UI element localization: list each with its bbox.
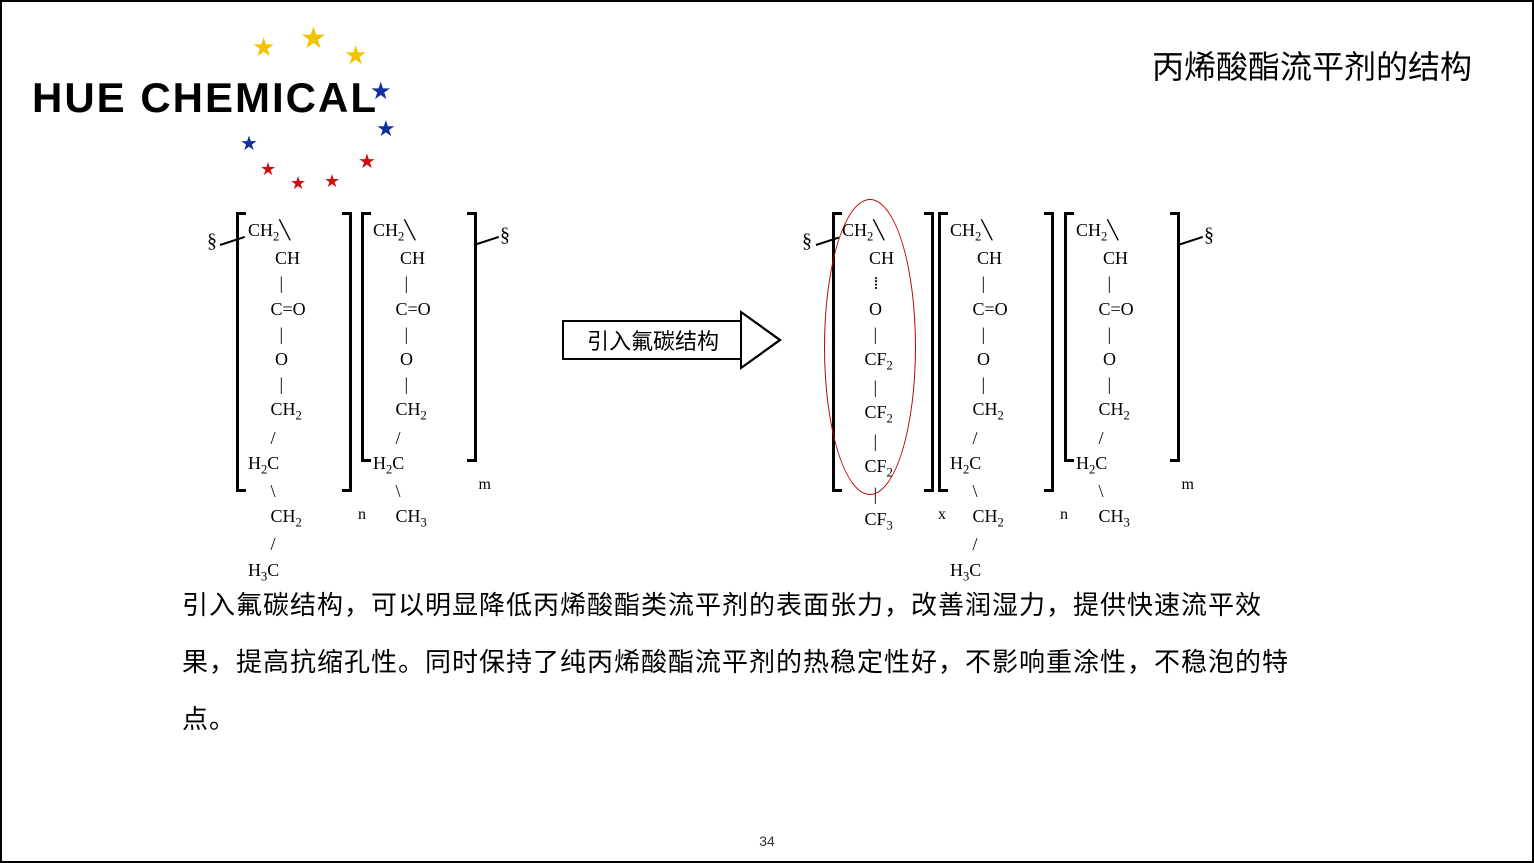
star-icon: ★	[344, 42, 367, 68]
bracket-left-icon	[832, 212, 842, 492]
star-icon: ★	[260, 160, 276, 178]
star-icon: ★	[252, 34, 275, 60]
page-number: 34	[2, 833, 1532, 849]
bracket-right-icon	[1044, 212, 1054, 492]
subscript: n	[358, 506, 366, 524]
bond-wavy-icon: §	[207, 230, 213, 253]
bracket-left-icon	[236, 212, 246, 492]
star-icon: ★	[240, 134, 258, 154]
bond-wavy-icon: §	[500, 224, 506, 247]
chem-chain: CH2╲ CH ⁞ O | CF2 | CF2 | CF2 | CF3	[842, 218, 894, 535]
bracket-right-icon	[342, 212, 352, 492]
star-icon: ★	[290, 174, 306, 192]
subscript: m	[479, 476, 491, 494]
polymer-unit-left-m: CH2╲ CH | C=O | O | CH2 / H2C \ CH3 m	[367, 212, 487, 472]
arrow-label: 引入氟碳结构	[562, 320, 742, 360]
polymer-unit-right-x: CH2╲ CH ⁞ O | CF2 | CF2 | CF2 | CF3 x	[838, 212, 936, 502]
chem-chain: CH2╲ CH | C=O | O | CH2 / H2C \ CH3	[1076, 218, 1134, 532]
subscript: x	[938, 506, 946, 524]
bond-wavy-icon: §	[802, 230, 808, 253]
star-icon: ★	[376, 118, 396, 140]
bracket-left-icon	[361, 212, 371, 462]
chem-chain: CH2╲ CH | C=O | O | CH2 / H2C \ CH2 / H3…	[248, 218, 306, 586]
subscript: m	[1182, 476, 1194, 494]
chem-chain: CH2╲ CH | C=O | O | CH2 / H2C \ CH2 / H3…	[950, 218, 1008, 586]
star-icon: ★	[324, 172, 340, 190]
polymer-unit-right-n: CH2╲ CH | C=O | O | CH2 / H2C \ CH2 / H3…	[944, 212, 1064, 502]
logo: HUE CHEMICAL ★★★★★★★★★★	[32, 22, 452, 202]
subscript: n	[1060, 506, 1068, 524]
polymer-unit-left-n: CH2╲ CH | C=O | O | CH2 / H2C \ CH2 / H3…	[242, 212, 362, 502]
body-text: 引入氟碳结构，可以明显降低丙烯酸酯类流平剂的表面张力，改善润湿力，提供快速流平效…	[182, 577, 1312, 749]
bracket-right-icon	[467, 212, 477, 462]
bracket-left-icon	[1064, 212, 1074, 462]
chem-chain: CH2╲ CH | C=O | O | CH2 / H2C \ CH3	[373, 218, 431, 532]
star-icon: ★	[370, 80, 392, 104]
star-icon: ★	[358, 152, 376, 172]
arrow: 引入氟碳结构	[562, 312, 782, 368]
star-icon: ★	[300, 24, 327, 54]
bracket-right-icon	[1170, 212, 1180, 462]
bracket-right-icon	[924, 212, 934, 492]
bracket-left-icon	[938, 212, 948, 492]
chemical-diagram: § CH2╲ CH | C=O | O | CH2 / H2C \ CH2	[2, 202, 1532, 532]
arrow-head-icon	[740, 310, 782, 370]
logo-text: HUE CHEMICAL	[32, 74, 378, 122]
bond-wavy-icon: §	[1204, 224, 1210, 247]
slide-title: 丙烯酸酯流平剂的结构	[1152, 42, 1472, 88]
polymer-unit-right-m: CH2╲ CH | C=O | O | CH2 / H2C \ CH3 m	[1070, 212, 1190, 472]
